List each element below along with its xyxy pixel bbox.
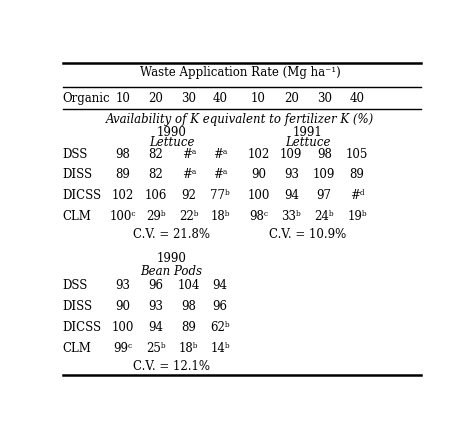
Text: 89: 89: [350, 169, 364, 181]
Text: 82: 82: [149, 169, 163, 181]
Text: 98: 98: [181, 300, 196, 313]
Text: 90: 90: [251, 169, 266, 181]
Text: DSS: DSS: [63, 147, 88, 161]
Text: 1991: 1991: [293, 126, 323, 139]
Text: #ᵃ: #ᵃ: [182, 147, 196, 161]
Text: 24ᵇ: 24ᵇ: [314, 210, 334, 223]
Text: C.V. = 12.1%: C.V. = 12.1%: [133, 360, 210, 373]
Text: 93: 93: [148, 300, 163, 313]
Text: 10: 10: [251, 92, 266, 105]
Text: 40: 40: [212, 92, 228, 105]
Text: 89: 89: [116, 169, 130, 181]
Text: #ᵃ: #ᵃ: [182, 169, 196, 181]
Text: 89: 89: [181, 321, 196, 334]
Text: 106: 106: [145, 189, 167, 203]
Text: Lettuce: Lettuce: [149, 136, 194, 149]
Text: 1990: 1990: [157, 126, 186, 139]
Text: Organic: Organic: [63, 92, 110, 105]
Text: 62ᵇ: 62ᵇ: [210, 321, 230, 334]
Text: 99ᶜ: 99ᶜ: [113, 342, 133, 355]
Text: 90: 90: [116, 300, 131, 313]
Text: 104: 104: [177, 280, 200, 292]
Text: 33ᵇ: 33ᵇ: [281, 210, 301, 223]
Text: 98: 98: [317, 147, 332, 161]
Text: 30: 30: [181, 92, 196, 105]
Text: Lettuce: Lettuce: [285, 136, 330, 149]
Text: 29ᵇ: 29ᵇ: [146, 210, 166, 223]
Text: 20: 20: [284, 92, 299, 105]
Text: DICSS: DICSS: [63, 321, 102, 334]
Text: DSS: DSS: [63, 280, 88, 292]
Text: 1990: 1990: [157, 252, 186, 264]
Text: 18ᵇ: 18ᵇ: [179, 342, 199, 355]
Text: 19ᵇ: 19ᵇ: [347, 210, 367, 223]
Text: CLM: CLM: [63, 210, 92, 223]
Text: 96: 96: [148, 280, 163, 292]
Text: 93: 93: [116, 280, 131, 292]
Text: Bean Pods: Bean Pods: [141, 265, 202, 279]
Text: #ᵈ: #ᵈ: [350, 189, 364, 203]
Text: 22ᵇ: 22ᵇ: [179, 210, 199, 223]
Text: 98: 98: [116, 147, 130, 161]
Text: Availability of K equivalent to fertilizer K (%): Availability of K equivalent to fertiliz…: [106, 113, 374, 126]
Text: DISS: DISS: [63, 169, 93, 181]
Text: 102: 102: [112, 189, 134, 203]
Text: 102: 102: [247, 147, 270, 161]
Text: 105: 105: [346, 147, 368, 161]
Text: 94: 94: [148, 321, 163, 334]
Text: CLM: CLM: [63, 342, 92, 355]
Text: 93: 93: [284, 169, 299, 181]
Text: 18ᵇ: 18ᵇ: [210, 210, 230, 223]
Text: DICSS: DICSS: [63, 189, 102, 203]
Text: 100: 100: [112, 321, 134, 334]
Text: 94: 94: [284, 189, 299, 203]
Text: DISS: DISS: [63, 300, 93, 313]
Text: 100: 100: [247, 189, 270, 203]
Text: 98ᶜ: 98ᶜ: [249, 210, 268, 223]
Text: 14ᵇ: 14ᵇ: [210, 342, 230, 355]
Text: 30: 30: [317, 92, 332, 105]
Text: Waste Application Rate (Mg ha⁻¹): Waste Application Rate (Mg ha⁻¹): [140, 65, 340, 79]
Text: C.V. = 10.9%: C.V. = 10.9%: [269, 228, 346, 241]
Text: #ᵃ: #ᵃ: [213, 147, 227, 161]
Text: 94: 94: [212, 280, 228, 292]
Text: 40: 40: [350, 92, 365, 105]
Text: 100ᶜ: 100ᶜ: [110, 210, 136, 223]
Text: 10: 10: [116, 92, 130, 105]
Text: 109: 109: [280, 147, 303, 161]
Text: 96: 96: [212, 300, 228, 313]
Text: 97: 97: [317, 189, 332, 203]
Text: C.V. = 21.8%: C.V. = 21.8%: [133, 228, 210, 241]
Text: 92: 92: [181, 189, 196, 203]
Text: #ᵃ: #ᵃ: [213, 169, 227, 181]
Text: 25ᵇ: 25ᵇ: [146, 342, 166, 355]
Text: 109: 109: [313, 169, 336, 181]
Text: 77ᵇ: 77ᵇ: [210, 189, 230, 203]
Text: 20: 20: [149, 92, 163, 105]
Text: 82: 82: [149, 147, 163, 161]
